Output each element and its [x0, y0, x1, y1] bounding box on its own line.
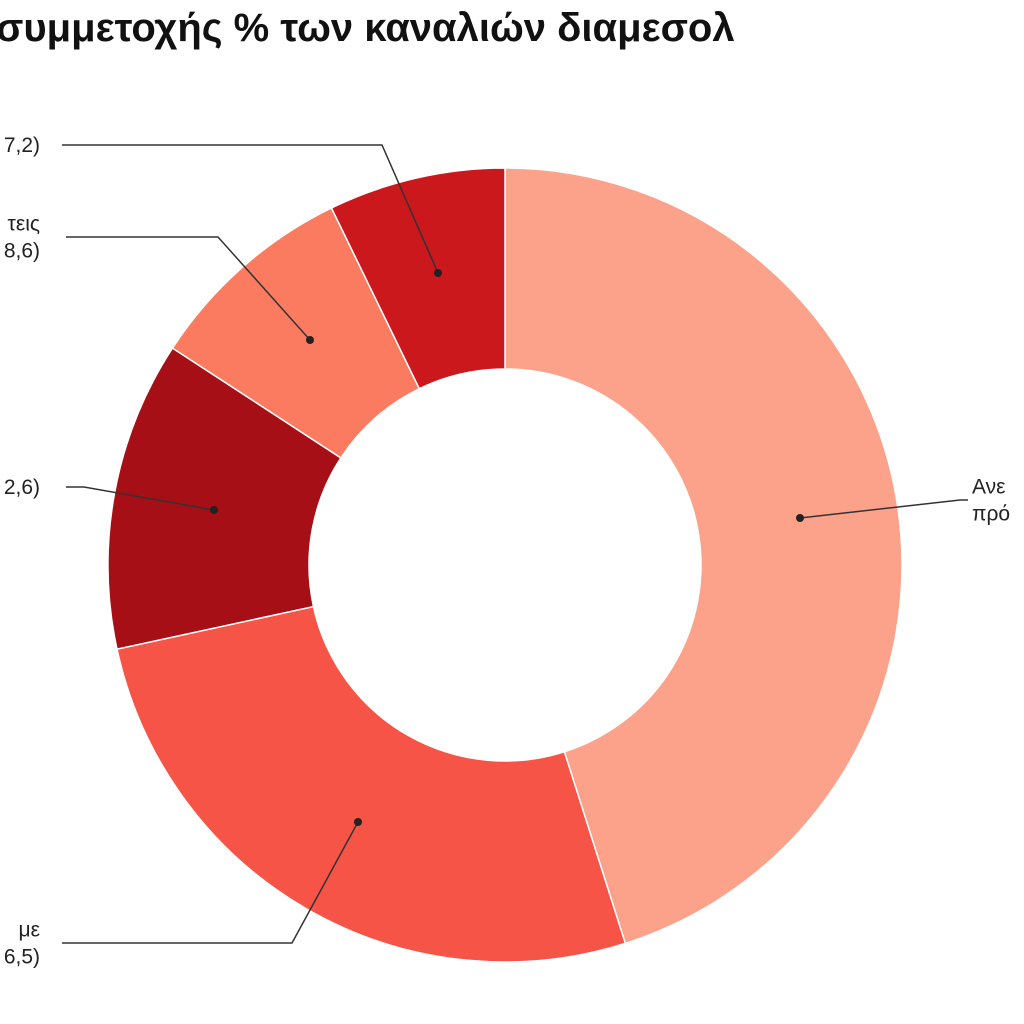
leader-dot	[210, 506, 218, 514]
slice-labels: Ανε πρό με 6,5) 2,6) τεις 8,6) 7,2)	[4, 134, 1010, 969]
leader-line	[62, 821, 359, 944]
leader-dot	[354, 818, 362, 826]
leader-lines	[62, 144, 968, 944]
donut-slices	[107, 167, 903, 963]
chart-title: συμμετοχής % των καναλιών διαμεσολ	[0, 6, 735, 50]
slice-label: Ανε	[972, 476, 1006, 499]
slice-label: με	[19, 919, 40, 942]
donut-slice	[107, 347, 342, 651]
slice-label: 6,5)	[4, 946, 40, 969]
donut-slice	[504, 167, 903, 945]
slice-label: 2,6)	[4, 476, 40, 499]
leader-line	[66, 236, 311, 341]
donut-slice	[330, 167, 506, 390]
leader-dot	[306, 336, 314, 344]
slice-label: 7,2)	[4, 134, 40, 157]
leader-line	[66, 486, 215, 511]
leader-line	[62, 144, 439, 274]
leader-line	[799, 499, 968, 519]
slice-label: 8,6)	[4, 240, 40, 263]
slice-label: πρό	[972, 503, 1010, 526]
leader-dot	[796, 514, 804, 522]
leader-dot	[434, 269, 442, 277]
slice-label: τεις	[8, 213, 40, 236]
donut-slice	[116, 605, 627, 963]
